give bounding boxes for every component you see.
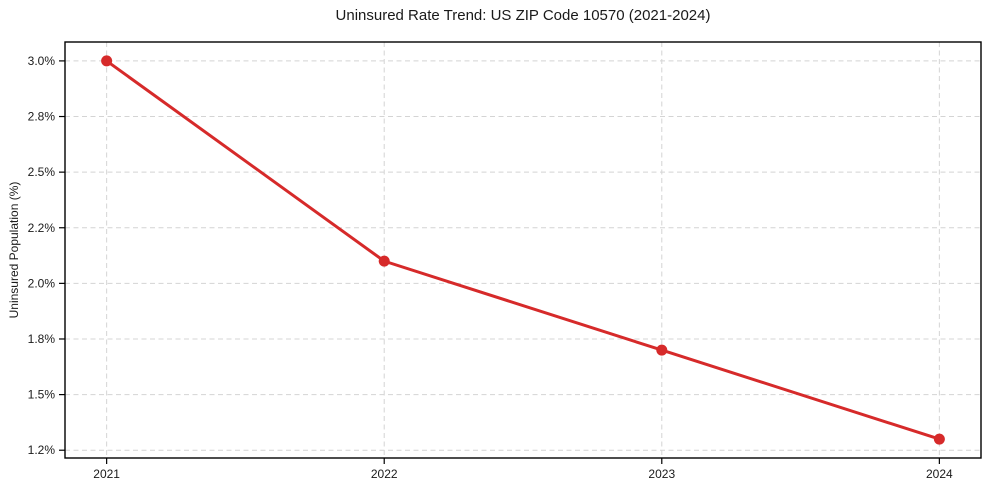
x-tick-label: 2021 [93, 467, 120, 481]
x-tick-label: 2024 [926, 467, 953, 481]
trend-line [105, 59, 941, 441]
x-tick-label: 2023 [648, 467, 675, 481]
y-tick-label: 2.5% [28, 165, 56, 179]
y-tick-label: 2.8% [28, 110, 56, 124]
y-tick-label: 2.0% [28, 276, 56, 290]
y-tick-label: 3.0% [28, 54, 56, 68]
data-point-2022 [378, 255, 390, 267]
chart-title: Uninsured Rate Trend: US ZIP Code 10570 … [335, 7, 711, 24]
data-point-2021 [101, 55, 113, 67]
plot-border [64, 41, 982, 459]
y-tick-label: 1.5% [28, 388, 56, 402]
y-tick-label: 1.2% [28, 443, 56, 457]
x-tick-label: 2022 [371, 467, 398, 481]
y-tick-label: 1.8% [28, 332, 56, 346]
y-tick-label: 2.2% [28, 221, 56, 235]
data-point-2023 [656, 344, 668, 356]
data-point-2024 [933, 433, 945, 445]
